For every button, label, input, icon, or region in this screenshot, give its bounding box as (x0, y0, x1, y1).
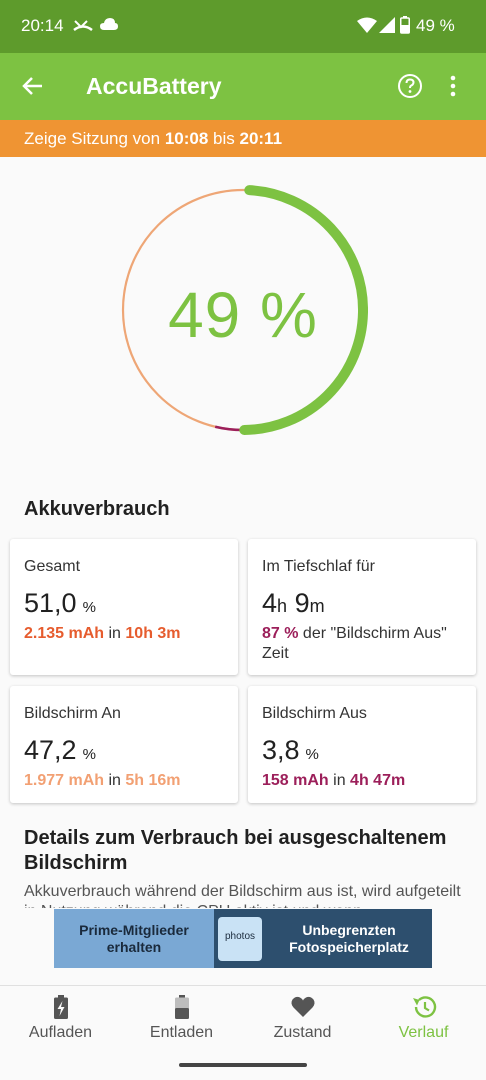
ad-left-text: Prime-Mitglieder erhalten (54, 909, 214, 968)
card-screen-on-label: Bildschirm An (24, 705, 121, 722)
deep-sleep-rest: der "Bildschirm Aus" Zeit (262, 625, 447, 662)
nav-item-verlauf[interactable]: Verlauf (363, 986, 484, 1054)
nav-label-verlauf: Verlauf (398, 1024, 449, 1041)
nav-label-aufladen: Aufladen (28, 1024, 93, 1041)
card-total: Gesamt 51,0% 2.135 mAh in 10h 3m (10, 539, 238, 675)
deep-sleep-percent: 87 % (262, 625, 299, 642)
session-end: 20:11 (239, 129, 283, 148)
help-icon[interactable] (397, 73, 423, 104)
more-options-icon[interactable] (449, 73, 457, 104)
session-prefix: Zeige Sitzung von (24, 129, 165, 148)
card-screen-on-value: 47,2% (24, 735, 96, 766)
screen-on-value: 47,2 (24, 735, 77, 765)
gauge-level-arc (239, 185, 368, 435)
session-middle: bis (208, 129, 240, 148)
session-start: 10:08 (164, 129, 209, 148)
total-value: 51,0 (24, 588, 77, 618)
heart-icon (290, 994, 316, 1025)
status-battery-text: 49 % (416, 16, 455, 35)
deep-sleep-hours: 4 (262, 588, 278, 618)
card-screen-off-sub: 158 mAh in 4h 47m (262, 771, 472, 791)
card-screen-off-value: 3,8% (262, 735, 319, 766)
signal-icon (379, 17, 395, 38)
back-arrow-icon[interactable] (20, 73, 46, 104)
app-title: AccuBattery (86, 73, 222, 99)
ad-banner[interactable]: Prime-Mitglieder erhalten photos Unbegre… (54, 909, 432, 968)
gauge-percent-text: 49 % (168, 279, 318, 351)
missed-call-icon (73, 17, 93, 38)
card-deep-sleep-value: 4h 9m (262, 588, 325, 619)
screen-off-in: in (328, 772, 351, 789)
card-deep-sleep-label: Im Tiefschlaf für (262, 558, 375, 575)
nav-item-zustand[interactable]: Zustand (242, 986, 363, 1054)
wifi-icon (357, 17, 377, 38)
battery-status-icon (400, 16, 410, 39)
battery-gauge (121, 185, 368, 435)
details-title: Details zum Verbrauch bei ausgeschaltene… (24, 827, 447, 874)
screen-on-mah: 1.977 mAh (24, 772, 105, 789)
battery-discharging-icon (169, 994, 195, 1025)
usage-section-title: Akkuverbrauch (24, 498, 170, 520)
session-banner: Zeige Sitzung von 10:08 bis 20:11 (0, 120, 486, 157)
battery-charging-icon (48, 994, 74, 1025)
total-duration: 10h 3m (125, 625, 181, 642)
nav-item-entladen[interactable]: Entladen (121, 986, 242, 1054)
status-time: 20:14 (21, 16, 64, 35)
card-total-value: 51,0% (24, 588, 96, 619)
deep-sleep-h-unit: h (277, 596, 288, 616)
ad-photos-logo: photos (218, 917, 262, 961)
screen-off-duration: 4h 47m (350, 772, 406, 789)
screen-off-mah: 158 mAh (262, 772, 329, 789)
screen-off-unit: % (305, 746, 319, 763)
total-in: in (104, 625, 126, 642)
ad-right-text: Unbegrenzten Fotospeicherplatz (289, 922, 409, 955)
screen-on-in: in (104, 772, 126, 789)
status-bar: 20:14 49 % (0, 0, 486, 53)
deep-sleep-m-unit: m (309, 596, 325, 616)
nav-label-entladen: Entladen (149, 1024, 214, 1041)
nav-label-zustand: Zustand (273, 1024, 332, 1041)
deep-sleep-minutes: 9 (294, 588, 310, 618)
card-total-label: Gesamt (24, 558, 81, 575)
card-screen-off: Bildschirm Aus 3,8% 158 mAh in 4h 47m (248, 686, 476, 803)
app-bar: AccuBattery (0, 53, 486, 120)
home-indicator (179, 1063, 307, 1067)
total-unit: % (82, 599, 96, 616)
total-mah: 2.135 mAh (24, 625, 105, 642)
card-deep-sleep-sub: 87 % der "Bildschirm Aus" Zeit (262, 624, 472, 664)
nav-item-aufladen[interactable]: Aufladen (0, 986, 121, 1054)
cloud-icon (100, 17, 118, 36)
card-total-sub: 2.135 mAh in 10h 3m (24, 624, 234, 644)
screen-off-value: 3,8 (262, 735, 300, 765)
bottom-navigation: Aufladen Entladen Zustand Verlauf (0, 985, 486, 1053)
details-text: Akkuverbrauch während der Bildschirm aus… (24, 883, 461, 908)
card-screen-on: Bildschirm An 47,2% 1.977 mAh in 5h 16m (10, 686, 238, 803)
card-screen-on-sub: 1.977 mAh in 5h 16m (24, 771, 234, 791)
screen-on-duration: 5h 16m (125, 772, 181, 789)
card-screen-off-label: Bildschirm Aus (262, 705, 367, 722)
history-icon (411, 994, 437, 1025)
card-deep-sleep: Im Tiefschlaf für 4h 9m 87 % der "Bildsc… (248, 539, 476, 675)
screen-on-unit: % (82, 746, 96, 763)
